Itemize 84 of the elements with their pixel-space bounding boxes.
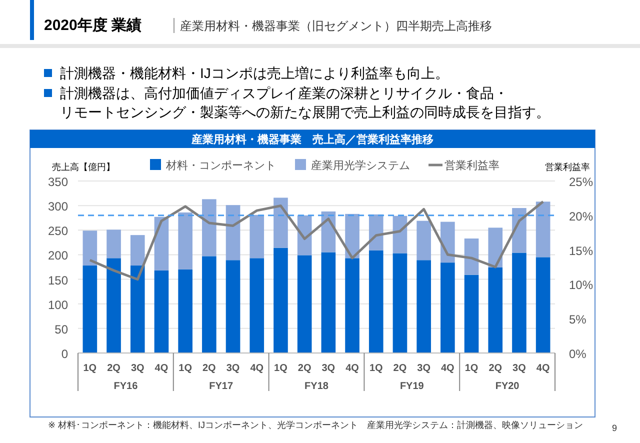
x-tick-label: 4Q [536,363,550,374]
y2-tick-label: 15% [569,244,594,258]
bar [130,235,145,266]
bar [440,262,455,353]
legend-label: 材料・コンポーネント [165,159,276,172]
y-tick-label: 100 [48,298,68,312]
y2-axis-title: 営業利益率 [545,162,590,172]
text: FY20 [495,381,520,392]
text: 計測機器・機能材料・IJコンポは売上増により利益率も向上。 [60,65,449,81]
y-tick-label: 150 [48,273,68,288]
y2-tick-label: 5% [569,312,587,327]
x-tick-label: 3Q [417,363,431,374]
text: 産業用材料・機器事業 売上高／営業利益率推移 [190,133,434,146]
bar [368,250,384,353]
x-tick-label: 1Q [83,363,97,374]
bar [321,252,336,353]
bar [536,202,550,258]
bar [536,257,550,353]
bar [297,255,312,353]
chart-title: 2020年度 業績 [44,16,142,34]
y2-tick-label: 20% [569,209,594,224]
bar [416,260,431,353]
legend-label: 産業用光学システム [311,159,410,172]
x-tick-label: 2Q [393,363,407,374]
bar [226,205,240,260]
text: 9 [612,423,618,433]
text: FY18 [304,381,329,392]
x-tick-label: 3Q [512,363,526,374]
y2-tick-label: 0% [569,347,587,361]
x-tick-label: 4Q [250,363,264,374]
bar [250,258,264,353]
text: 計測機器は、高付加価値ディスプレイ産業の深耕とリサイクル・食品・ [60,85,508,101]
y-tick-label: 200 [48,248,68,263]
bar [178,212,192,270]
x-tick-label: 4Q [346,363,360,374]
bar [345,258,360,353]
bar [202,256,216,353]
chart-subtitle: 産業用材料・機器事業（旧セグメント）四半期売上高推移 [180,19,492,33]
x-tick-label: 3Q [322,363,336,374]
bar [488,267,503,353]
x-tick-label: 1Q [178,363,192,374]
bar [250,214,264,258]
x-tick-label: 1Q [274,363,288,374]
bar [512,252,526,353]
x-tick-label: 4Q [154,363,168,374]
x-tick-label: 2Q [298,363,312,374]
x-tick-label: 1Q [464,363,478,374]
text: ※ 材料･コンポーネント：機能材料、IJコンポーネント、光学コンポーネント 産業用光学システム：計測機器、映像ソリューション [48,420,584,430]
y-tick-label: 0 [61,347,68,361]
bar [226,260,240,353]
bar [464,238,479,275]
text: FY17 [209,381,234,392]
y2-tick-label: 25% [569,175,594,189]
bar [392,253,408,353]
x-tick-label: 3Q [130,363,145,374]
x-tick-label: 1Q [369,363,384,374]
bar [274,198,288,248]
y-tick-label: 50 [54,322,68,336]
bar [106,230,121,258]
bar [274,248,288,353]
y-tick-label: 300 [48,200,68,214]
line-series [88,200,544,281]
x-tick-label: 2Q [488,363,502,374]
bar [202,199,216,256]
bar [130,266,145,353]
bar [178,269,192,353]
x-tick-label: 2Q [202,363,216,374]
y-axis-title: 売上高【億円】 [52,162,115,172]
bar [464,274,479,353]
text: リモートセンシング・製薬等への新たな展開で売上利益の同時成長を目指す。 [60,104,550,120]
y2-tick-label: 10% [569,278,594,292]
y-tick-label: 350 [48,175,68,189]
text: FY19 [400,381,424,392]
bar [82,266,98,353]
bar [154,270,169,353]
bar [106,258,121,353]
bar [82,230,98,266]
x-tick-label: 3Q [226,363,240,374]
x-tick-label: 4Q [441,363,455,374]
legend-label: 営業利益率 [444,159,500,172]
bar [416,220,431,260]
y-tick-label: 250 [48,224,68,238]
text: FY16 [114,381,138,392]
x-tick-label: 2Q [107,363,121,374]
